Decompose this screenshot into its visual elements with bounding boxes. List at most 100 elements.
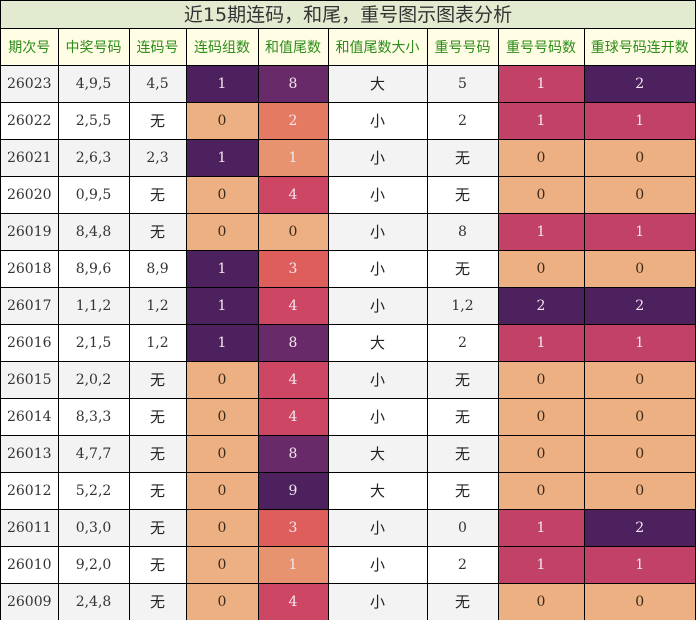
repeat-cell: 无: [426, 175, 499, 214]
size-cell: 小: [327, 212, 428, 251]
table-row: 26020 0,9,5 无 0 4 小无 0 0: [1, 175, 695, 214]
table-title: 近15期连码，和尾，重号图示图表分析: [1, 1, 695, 29]
repeat-count-cell: 0: [497, 397, 585, 436]
consec-cell: 无: [128, 508, 187, 547]
repeat-count-cell: 0: [497, 175, 585, 214]
issue-cell: 26017: [1, 286, 59, 325]
numbers-cell: 1,1,2: [57, 286, 130, 325]
issue-cell: 26015: [1, 360, 59, 399]
col-header-issue: 期次号: [1, 29, 59, 66]
table-row: 26015 2,0,2 无 0 4 小无 0 0: [1, 360, 695, 399]
table-row: 26018 8,9,6 8,9 1 3 小无 0 0: [1, 249, 695, 288]
numbers-cell: 2,4,8: [57, 582, 130, 620]
issue-cell: 26014: [1, 397, 59, 436]
size-cell: 小: [327, 545, 428, 584]
consec-groups-cell: 0: [185, 508, 259, 547]
issue-cell: 26016: [1, 323, 59, 362]
consec-cell: 无: [128, 545, 187, 584]
col-header-sum-tail-size: 和值尾数大小: [327, 29, 428, 66]
numbers-cell: 0,9,5: [57, 175, 130, 214]
repeat-count-cell: 2: [497, 286, 585, 325]
repeat-streak-cell: 0: [583, 138, 695, 177]
consec-groups-cell: 0: [185, 582, 259, 620]
repeat-count-cell: 1: [497, 323, 585, 362]
issue-cell: 26020: [1, 175, 59, 214]
size-cell: 大: [327, 434, 428, 473]
repeat-count-cell: 0: [497, 138, 585, 177]
consec-cell: 无: [128, 360, 187, 399]
sum-tail-cell: 4: [257, 360, 329, 399]
sum-tail-cell: 0: [257, 212, 329, 251]
sum-tail-cell: 3: [257, 508, 329, 547]
col-header-sum-tail: 和值尾数: [257, 29, 329, 66]
numbers-cell: 8,9,6: [57, 249, 130, 288]
table-row: 26019 8,4,8 无 0 0 小 8 1 1: [1, 212, 695, 251]
consec-cell: 无: [128, 434, 187, 473]
consec-groups-cell: 0: [185, 545, 259, 584]
sum-tail-cell: 8: [257, 434, 329, 473]
repeat-streak-cell: 1: [583, 545, 695, 584]
sum-tail-cell: 8: [257, 323, 329, 362]
numbers-cell: 8,3,3: [57, 397, 130, 436]
repeat-cell: 无: [426, 582, 499, 620]
sum-tail-cell: 4: [257, 582, 329, 620]
repeat-streak-cell: 1: [583, 212, 695, 251]
issue-cell: 26010: [1, 545, 59, 584]
sum-tail-cell: 3: [257, 249, 329, 288]
repeat-count-cell: 0: [497, 360, 585, 399]
size-cell: 小: [327, 138, 428, 177]
repeat-streak-cell: 0: [583, 175, 695, 214]
consec-groups-cell: 0: [185, 101, 259, 140]
numbers-cell: 4,9,5: [57, 64, 130, 103]
numbers-cell: 9,2,0: [57, 545, 130, 584]
repeat-streak-cell: 2: [583, 64, 695, 103]
sum-tail-cell: 1: [257, 545, 329, 584]
numbers-cell: 4,7,7: [57, 434, 130, 473]
table-row: 26021 2,6,3 2,3 1 1 小无 0 0: [1, 138, 695, 177]
table-row: 26009 2,4,8 无 0 4 小无 0 0: [1, 582, 695, 620]
col-header-consec-groups: 连码组数: [185, 29, 259, 66]
table-row: 26010 9,2,0 无 0 1 小 2 1 1: [1, 545, 695, 584]
issue-cell: 26011: [1, 508, 59, 547]
col-header-consec: 连码号: [128, 29, 187, 66]
table-row: 26023 4,9,5 4,5 1 8 大 5 1 2: [1, 64, 695, 103]
repeat-streak-cell: 1: [583, 323, 695, 362]
table-row: 26016 2,1,5 1,2 1 8 大 2 1 1: [1, 323, 695, 362]
consec-groups-cell: 1: [185, 64, 259, 103]
consec-groups-cell: 1: [185, 323, 259, 362]
consec-cell: 1,2: [128, 286, 187, 325]
repeat-cell: 0: [426, 508, 499, 547]
header-row: 期次号 中奖号码 连码号 连码组数 和值尾数 和值尾数大小 重号号码 重号号码数…: [1, 29, 695, 66]
consec-groups-cell: 1: [185, 249, 259, 288]
size-cell: 大: [327, 64, 428, 103]
consec-cell: 4,5: [128, 64, 187, 103]
repeat-count-cell: 0: [497, 249, 585, 288]
sum-tail-cell: 9: [257, 471, 329, 510]
table-row: 26012 5,2,2 无 0 9 大无 0 0: [1, 471, 695, 510]
repeat-count-cell: 1: [497, 508, 585, 547]
consec-groups-cell: 1: [185, 286, 259, 325]
size-cell: 小: [327, 286, 428, 325]
issue-cell: 26018: [1, 249, 59, 288]
repeat-cell: 5: [426, 64, 499, 103]
col-header-repeat-streak: 重球号码连开数: [583, 29, 695, 66]
sum-tail-cell: 8: [257, 64, 329, 103]
sum-tail-cell: 4: [257, 286, 329, 325]
consec-cell: 无: [128, 175, 187, 214]
consec-groups-cell: 1: [185, 138, 259, 177]
numbers-cell: 0,3,0: [57, 508, 130, 547]
consec-groups-cell: 0: [185, 360, 259, 399]
repeat-streak-cell: 0: [583, 434, 695, 473]
repeat-cell: 2: [426, 323, 499, 362]
repeat-streak-cell: 0: [583, 249, 695, 288]
numbers-cell: 2,0,2: [57, 360, 130, 399]
issue-cell: 26019: [1, 212, 59, 251]
table-row: 26017 1,1,2 1,2 1 4 小 1,2 2 2: [1, 286, 695, 325]
col-header-repeat-count: 重号号码数: [497, 29, 585, 66]
repeat-count-cell: 1: [497, 212, 585, 251]
size-cell: 小: [327, 175, 428, 214]
repeat-cell: 无: [426, 434, 499, 473]
size-cell: 小: [327, 101, 428, 140]
consec-cell: 无: [128, 471, 187, 510]
repeat-cell: 无: [426, 471, 499, 510]
